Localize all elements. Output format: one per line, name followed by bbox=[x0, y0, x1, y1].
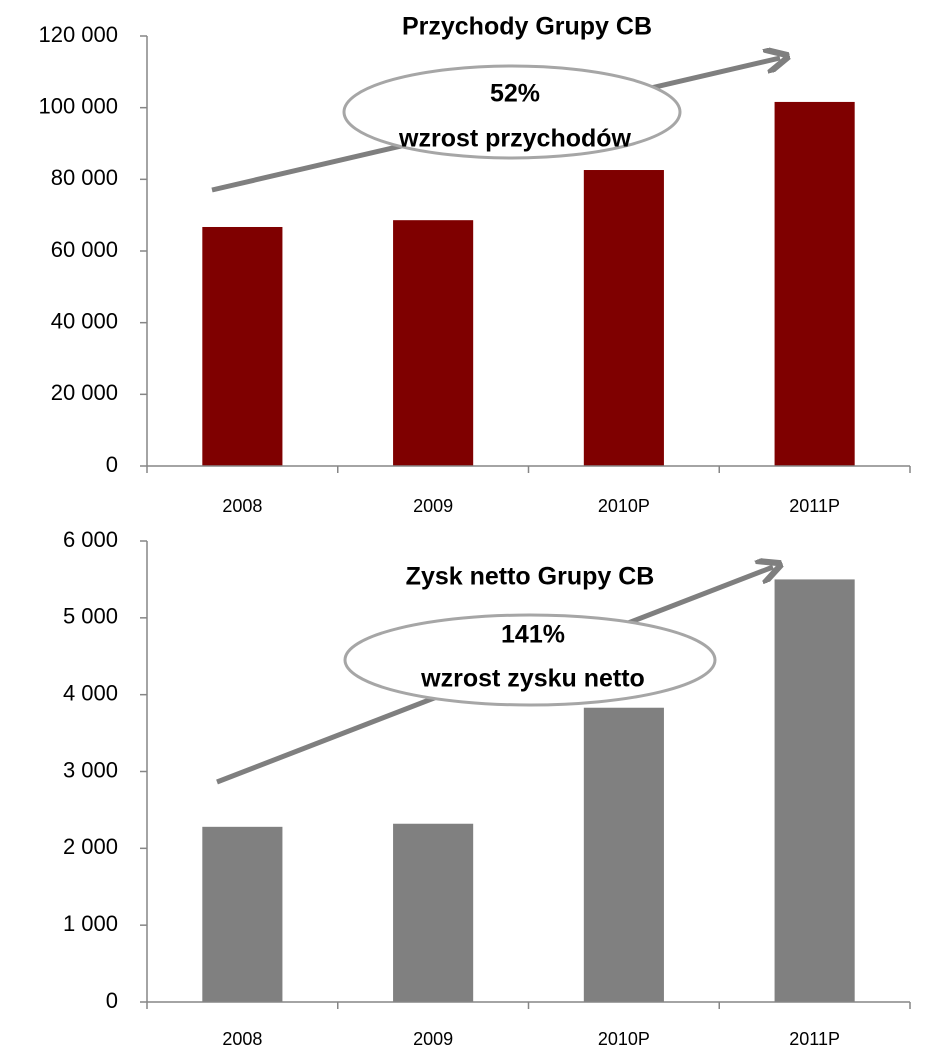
x-tick-label: 2011P bbox=[789, 496, 840, 516]
y-tick-label: 0 bbox=[106, 452, 118, 477]
chart-title: Zysk netto Grupy CB bbox=[406, 563, 655, 591]
y-tick-label: 3 000 bbox=[63, 757, 118, 782]
bar bbox=[202, 826, 283, 1002]
bar bbox=[393, 220, 474, 466]
annotation: 141% bbox=[501, 621, 565, 649]
bar bbox=[774, 101, 855, 466]
bar bbox=[583, 707, 664, 1002]
callout-ellipse bbox=[343, 613, 717, 707]
y-tick-label: 100 000 bbox=[38, 93, 118, 118]
chart-title: Przychody Grupy CB bbox=[402, 13, 652, 41]
y-tick-label: 60 000 bbox=[51, 237, 118, 262]
callout-ellipse bbox=[342, 64, 682, 160]
x-tick-label: 2009 bbox=[413, 496, 453, 516]
annotation: wzrost zysku netto bbox=[420, 665, 645, 693]
x-tick-label: 2008 bbox=[222, 496, 262, 516]
bar bbox=[393, 823, 474, 1002]
x-tick-label: 2010P bbox=[598, 1029, 650, 1049]
bar bbox=[774, 579, 855, 1002]
y-tick-label: 0 bbox=[106, 988, 118, 1013]
y-tick-label: 40 000 bbox=[51, 308, 118, 333]
x-tick-label: 2009 bbox=[413, 1029, 453, 1049]
y-tick-label: 2 000 bbox=[63, 834, 118, 859]
y-tick-label: 80 000 bbox=[51, 165, 118, 190]
y-tick-label: 1 000 bbox=[63, 911, 118, 936]
x-tick-label: 2010P bbox=[598, 496, 650, 516]
bar bbox=[583, 170, 664, 466]
y-tick-label: 20 000 bbox=[51, 380, 118, 405]
bar bbox=[202, 226, 283, 466]
y-tick-label: 5 000 bbox=[63, 604, 118, 629]
x-tick-label: 2011P bbox=[789, 1029, 840, 1049]
y-tick-label: 6 000 bbox=[63, 527, 118, 552]
y-tick-label: 4 000 bbox=[63, 680, 118, 705]
annotation: 52% bbox=[490, 80, 540, 108]
x-tick-label: 2008 bbox=[222, 1029, 262, 1049]
y-tick-label: 120 000 bbox=[38, 22, 118, 47]
annotation: wzrost przychodów bbox=[398, 125, 632, 153]
